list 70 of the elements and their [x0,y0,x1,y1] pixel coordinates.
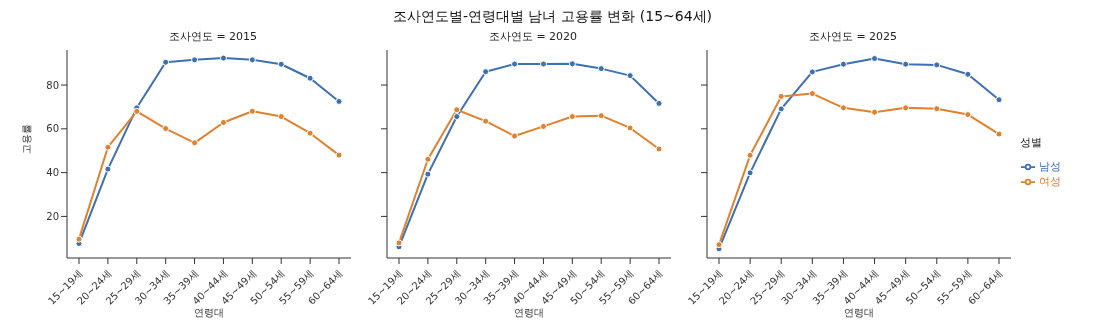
chart-title: 조사연도 = 2015 [168,30,258,43]
point [964,70,972,78]
point [964,111,972,119]
point [248,56,256,64]
point [626,72,634,80]
point [453,106,461,114]
point [75,235,83,243]
x-axis-title: 연령대 [514,307,544,318]
point [871,108,879,116]
point [104,165,112,173]
point [839,104,847,112]
x-axis-title: 연령대 [844,307,874,318]
point [839,60,847,68]
y-tick-label: 60 [46,123,59,135]
point [395,239,403,247]
point [482,117,490,125]
point [746,169,754,177]
point [933,105,941,113]
legend-label: 남성 [1039,160,1061,173]
point [306,129,314,137]
point [482,68,490,76]
x-axis-title: 연령대 [194,307,224,318]
point [453,113,461,121]
point [746,151,754,159]
point [277,60,285,68]
text: 조사연도별-연령대별 남녀 고용률 변화 (15~64세) [391,8,714,26]
point [219,118,227,126]
point [808,68,816,76]
point [248,107,256,115]
point [597,65,605,73]
point [511,60,519,68]
point [902,60,910,68]
point [104,143,112,151]
point [995,130,1003,138]
y-tick-label: 20 [46,210,59,222]
point [568,60,576,68]
point [424,170,432,178]
point [191,56,199,64]
point [995,96,1003,104]
point [277,113,285,121]
point [306,74,314,82]
chart-title: 조사연도 = 2020 [488,30,578,43]
point [715,241,723,249]
point [219,54,227,62]
point [424,155,432,163]
legend-label: 여성 [1039,175,1061,188]
point [568,113,576,121]
point [597,112,605,120]
point [655,145,663,153]
point [191,139,199,147]
point [871,55,879,63]
point [539,122,547,130]
y-axis-title: 고용률 [20,124,32,154]
point [162,58,170,66]
y-tick-label: 40 [46,167,59,179]
y-tick-label: 80 [46,79,59,91]
point [511,132,519,140]
point [808,90,816,98]
point [539,60,547,68]
point [777,92,785,100]
point [655,99,663,107]
point [162,125,170,133]
point [335,97,343,105]
point [777,105,785,113]
chart-title: 조사연도 = 2025 [808,30,898,43]
point [902,104,910,112]
point [626,124,634,132]
legend-title: 성별 [1020,136,1042,149]
point [933,61,941,69]
point [335,151,343,159]
